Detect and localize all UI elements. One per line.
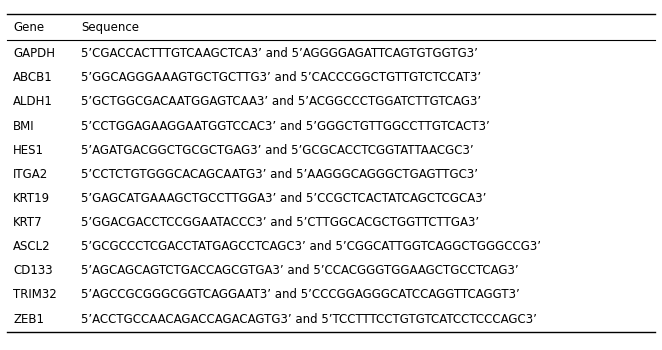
- Text: BMI: BMI: [13, 120, 34, 133]
- Text: HES1: HES1: [13, 144, 44, 157]
- Text: 5’GAGCATGAAAGCTGCCTTGGA3’ and 5’CCGCTCACTATCAGCTCGCA3’: 5’GAGCATGAAAGCTGCCTTGGA3’ and 5’CCGCTCAC…: [81, 192, 487, 205]
- Text: 5’GCTGGCGACAATGGAGTCAA3’ and 5’ACGGCCCTGGATCTTGTCAG3’: 5’GCTGGCGACAATGGAGTCAA3’ and 5’ACGGCCCTG…: [81, 96, 481, 108]
- Text: GAPDH: GAPDH: [13, 47, 55, 60]
- Text: 5’CGACCACTTTGTCAAGCTCA3’ and 5’AGGGGAGATTCAGTGTGGTG3’: 5’CGACCACTTTGTCAAGCTCA3’ and 5’AGGGGAGAT…: [81, 47, 478, 60]
- Text: TRIM32: TRIM32: [13, 288, 57, 301]
- Text: 5’AGCAGCAGTCTGACCAGCGTGA3’ and 5’CCACGGGTGGAAGCTGCCTCAG3’: 5’AGCAGCAGTCTGACCAGCGTGA3’ and 5’CCACGGG…: [81, 264, 519, 277]
- Text: ITGA2: ITGA2: [13, 168, 48, 181]
- Text: 5’AGATGACGGCTGCGCTGAG3’ and 5’GCGCACCTCGGTATTAACGC3’: 5’AGATGACGGCTGCGCTGAG3’ and 5’GCGCACCTCG…: [81, 144, 474, 157]
- Text: 5’CCTGGAGAAGGAATGGTCCAC3’ and 5’GGGCTGTTGGCCTTGTCACT3’: 5’CCTGGAGAAGGAATGGTCCAC3’ and 5’GGGCTGTT…: [81, 120, 490, 133]
- Text: 5’CCTCTGTGGGCACAGCAATG3’ and 5’AAGGGCAGGGCTGAGTTGC3’: 5’CCTCTGTGGGCACAGCAATG3’ and 5’AAGGGCAGG…: [81, 168, 478, 181]
- Text: Sequence: Sequence: [81, 21, 139, 34]
- Text: ZEB1: ZEB1: [13, 313, 44, 326]
- Text: 5’GGACGACCTCCGGAATACCC3’ and 5’CTTGGCACGCTGGTTCTTGA3’: 5’GGACGACCTCCGGAATACCC3’ and 5’CTTGGCACG…: [81, 216, 479, 229]
- Text: 5’GCGCCCTCGACCTATGAGCCTCAGC3’ and 5’CGGCATTGGTCAGGCTGGGCCG3’: 5’GCGCCCTCGACCTATGAGCCTCAGC3’ and 5’CGGC…: [81, 240, 542, 253]
- Text: 5’ACCTGCCAACAGACCAGACAGTG3’ and 5’TCCTTTCCTGTGTCATCCTCCCAGC3’: 5’ACCTGCCAACAGACCAGACAGTG3’ and 5’TCCTTT…: [81, 313, 537, 326]
- Text: KRT19: KRT19: [13, 192, 50, 205]
- Text: 5’AGCCGCGGGCGGTCAGGAAT3’ and 5’CCCGGAGGGCATCCAGGTTCAGGT3’: 5’AGCCGCGGGCGGTCAGGAAT3’ and 5’CCCGGAGGG…: [81, 288, 520, 301]
- Text: KRT7: KRT7: [13, 216, 43, 229]
- Text: ABCB1: ABCB1: [13, 71, 53, 84]
- Text: ALDH1: ALDH1: [13, 96, 53, 108]
- Text: CD133: CD133: [13, 264, 53, 277]
- Text: ASCL2: ASCL2: [13, 240, 51, 253]
- Text: Gene: Gene: [13, 21, 44, 34]
- Text: 5’GGCAGGGAAAGTGCTGCTTG3’ and 5’CACCCGGCTGTTGTCTCCAT3’: 5’GGCAGGGAAAGTGCTGCTTG3’ and 5’CACCCGGCT…: [81, 71, 481, 84]
